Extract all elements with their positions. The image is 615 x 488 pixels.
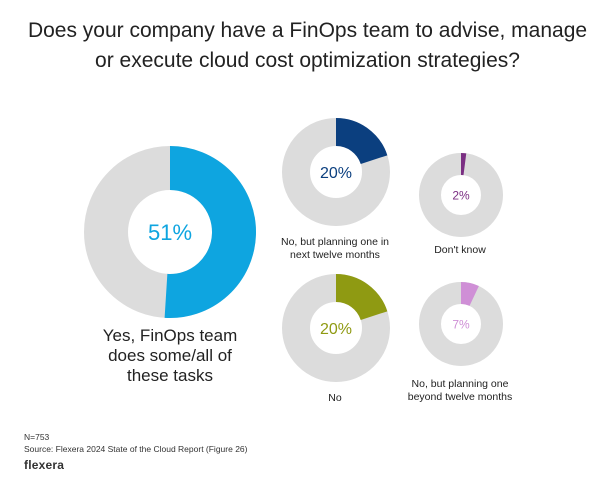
label-line: these tasks: [127, 366, 213, 385]
value-label-planning-beyond-12: 7%: [452, 317, 470, 331]
label-line: No: [328, 392, 342, 404]
label-line: does some/all of: [108, 346, 232, 365]
label-planning-beyond-12: No, but planning one beyond twelve month…: [390, 378, 530, 404]
value-label-dont-know: 2%: [452, 188, 470, 202]
label-line: beyond twelve months: [407, 391, 513, 403]
title-line-2: or execute cloud cost optimization strat…: [95, 49, 520, 72]
label-line: Yes, FinOps team: [102, 326, 238, 345]
donut-slice-no: [335, 274, 388, 321]
label-dont-know: Don't know: [400, 244, 520, 257]
label-no: No: [275, 392, 395, 405]
value-label-planning-next-12: 20%: [320, 165, 352, 182]
donut-slice-yes-finops: [164, 146, 256, 318]
label-line: next twelve months: [290, 249, 380, 261]
label-yes-finops: Yes, FinOps team does some/all of these …: [50, 326, 290, 386]
source-note: Source: Flexera 2024 State of the Cloud …: [24, 444, 248, 454]
chart-title: Does your company have a FinOps team to …: [0, 16, 615, 76]
flexera-logo: flexera: [24, 458, 65, 472]
label-planning-next-12: No, but planning one in next twelve mont…: [255, 236, 415, 262]
title-line-1: Does your company have a FinOps team to …: [27, 19, 588, 42]
label-line: Don't know: [434, 244, 486, 256]
value-label-no: 20%: [320, 321, 352, 338]
donut-slice-planning-next-12: [335, 118, 388, 165]
label-line: No, but planning one: [411, 378, 509, 390]
donut-slice-planning-beyond-12: [460, 282, 479, 307]
value-label-yes-finops: 51%: [148, 220, 192, 245]
label-line: No, but planning one in: [281, 236, 389, 248]
sample-size: N=753: [24, 432, 50, 442]
